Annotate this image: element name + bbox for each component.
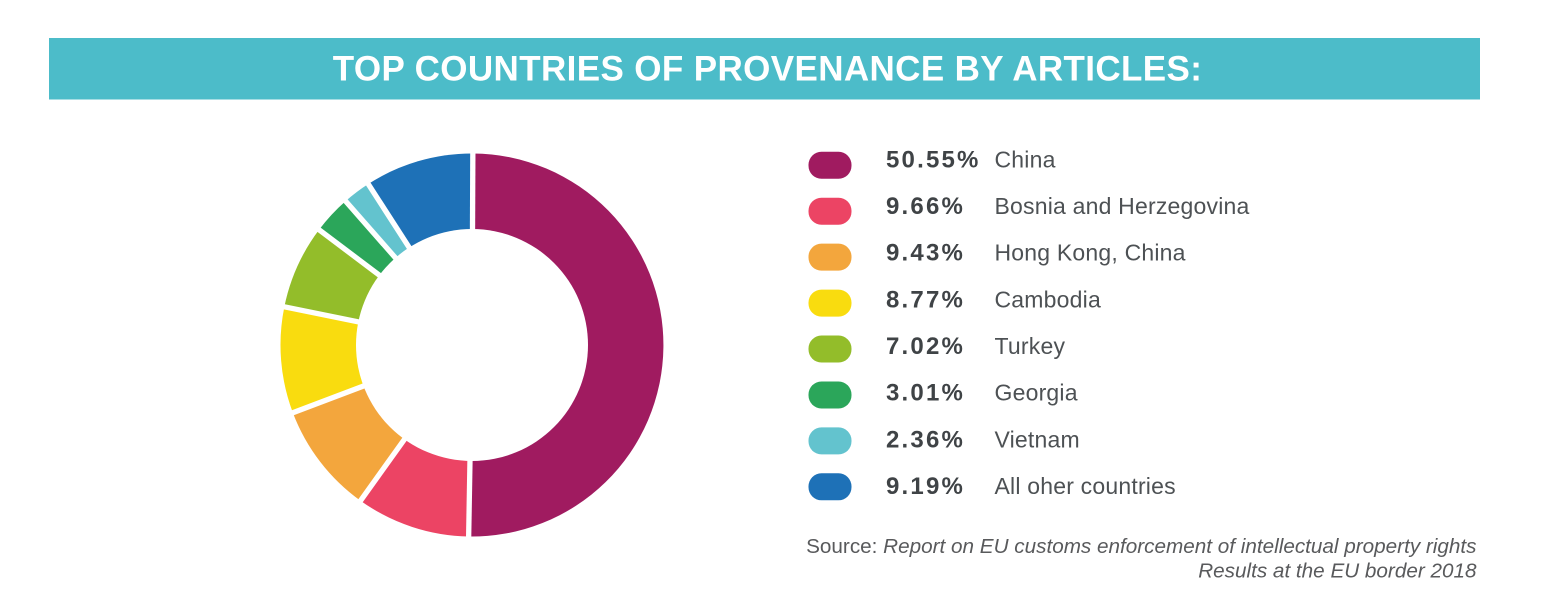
svg-text:9.43%: 9.43% [886, 240, 965, 267]
svg-text:50.55%: 50.55% [886, 146, 981, 173]
svg-text:Turkey: Turkey [995, 333, 1066, 359]
svg-text:Bosnia and Herzegovina: Bosnia and Herzegovina [995, 193, 1250, 219]
svg-text:Cambodia: Cambodia [995, 286, 1101, 312]
svg-text:Source: Report on EU customs e: Source: Report on EU customs enforcement… [806, 535, 1476, 558]
svg-text:Hong Kong, China: Hong Kong, China [995, 240, 1186, 266]
svg-text:9.66%: 9.66% [886, 193, 965, 220]
svg-text:7.02%: 7.02% [886, 333, 965, 360]
svg-text:All oher countries: All oher countries [995, 473, 1176, 499]
svg-text:Georgia: Georgia [995, 380, 1078, 406]
svg-text:Results at the EU border 2018: Results at the EU border 2018 [1198, 559, 1477, 582]
svg-text:TOP COUNTRIES OF PROVENANCE BY: TOP COUNTRIES OF PROVENANCE BY ARTICLES: [333, 50, 1203, 89]
svg-text:9.19%: 9.19% [886, 473, 965, 500]
svg-text:China: China [995, 146, 1056, 172]
svg-text:Vietnam: Vietnam [995, 426, 1080, 452]
svg-text:2.36%: 2.36% [886, 426, 965, 453]
svg-text:8.77%: 8.77% [886, 286, 965, 313]
svg-text:3.01%: 3.01% [886, 380, 965, 407]
